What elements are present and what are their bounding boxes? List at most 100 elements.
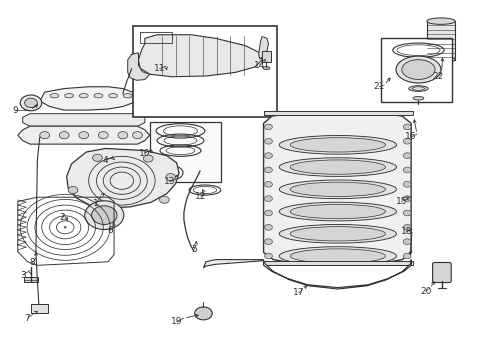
- Circle shape: [195, 307, 212, 320]
- Text: 9: 9: [12, 105, 18, 114]
- Ellipse shape: [279, 135, 396, 154]
- Polygon shape: [203, 260, 411, 289]
- Ellipse shape: [409, 86, 428, 91]
- Text: 10: 10: [139, 149, 150, 158]
- Text: 18: 18: [400, 228, 412, 237]
- Text: 22: 22: [432, 72, 443, 81]
- Ellipse shape: [279, 158, 396, 176]
- Circle shape: [265, 124, 272, 130]
- Text: 16: 16: [405, 132, 417, 141]
- Polygon shape: [264, 113, 411, 263]
- Text: 20: 20: [420, 287, 432, 296]
- Ellipse shape: [290, 182, 386, 197]
- Ellipse shape: [402, 60, 435, 80]
- Circle shape: [59, 132, 69, 139]
- Polygon shape: [18, 126, 150, 144]
- Ellipse shape: [427, 57, 455, 63]
- Bar: [150, 122, 220, 182]
- Text: 13: 13: [164, 177, 175, 186]
- Circle shape: [265, 253, 272, 259]
- Polygon shape: [23, 114, 145, 126]
- Ellipse shape: [65, 94, 74, 98]
- Ellipse shape: [427, 18, 455, 24]
- Bar: [264, 111, 413, 116]
- Ellipse shape: [94, 94, 103, 98]
- Polygon shape: [128, 53, 150, 80]
- Bar: [31, 304, 48, 313]
- Bar: [140, 32, 172, 43]
- Bar: [262, 51, 271, 62]
- Text: 1: 1: [93, 199, 99, 208]
- Ellipse shape: [263, 67, 270, 69]
- Text: 14: 14: [254, 61, 266, 70]
- Text: 15: 15: [395, 197, 407, 206]
- Circle shape: [40, 132, 49, 139]
- Circle shape: [403, 196, 411, 202]
- Ellipse shape: [279, 247, 396, 265]
- Text: 4: 4: [103, 156, 109, 165]
- Circle shape: [265, 225, 272, 230]
- Text: 7: 7: [24, 314, 30, 323]
- Circle shape: [403, 138, 411, 144]
- Circle shape: [403, 239, 411, 244]
- Circle shape: [144, 155, 153, 162]
- Circle shape: [265, 210, 272, 216]
- Circle shape: [159, 196, 169, 203]
- Circle shape: [265, 167, 272, 173]
- Text: 12: 12: [196, 192, 207, 201]
- Circle shape: [133, 132, 143, 139]
- Polygon shape: [67, 148, 179, 208]
- Text: 17: 17: [293, 288, 304, 297]
- Circle shape: [403, 181, 411, 187]
- Circle shape: [92, 206, 117, 225]
- Circle shape: [79, 132, 89, 139]
- Ellipse shape: [290, 160, 386, 174]
- Circle shape: [98, 132, 108, 139]
- Circle shape: [403, 225, 411, 230]
- Circle shape: [93, 154, 102, 161]
- Bar: [264, 261, 413, 265]
- Text: 8: 8: [29, 258, 35, 267]
- Text: 2: 2: [59, 213, 65, 222]
- Circle shape: [403, 210, 411, 216]
- Polygon shape: [259, 37, 269, 59]
- Ellipse shape: [396, 56, 441, 83]
- FancyBboxPatch shape: [433, 262, 451, 283]
- Bar: [133, 26, 277, 117]
- Bar: [381, 38, 452, 102]
- Circle shape: [166, 174, 175, 181]
- Circle shape: [24, 98, 37, 108]
- Circle shape: [403, 167, 411, 173]
- Circle shape: [20, 95, 42, 111]
- Circle shape: [96, 201, 106, 208]
- Bar: [24, 277, 38, 282]
- Circle shape: [265, 153, 272, 158]
- Ellipse shape: [279, 225, 396, 243]
- Ellipse shape: [290, 138, 386, 152]
- Polygon shape: [40, 87, 138, 110]
- Ellipse shape: [79, 94, 88, 98]
- Circle shape: [403, 124, 411, 130]
- Ellipse shape: [290, 249, 386, 263]
- Circle shape: [265, 138, 272, 144]
- Ellipse shape: [413, 87, 424, 90]
- Circle shape: [265, 196, 272, 202]
- Text: 3: 3: [20, 270, 25, 279]
- Ellipse shape: [279, 180, 396, 199]
- Ellipse shape: [50, 94, 59, 98]
- Bar: [427, 21, 455, 60]
- Ellipse shape: [123, 94, 132, 98]
- Circle shape: [265, 181, 272, 187]
- Text: 21: 21: [374, 82, 385, 91]
- Ellipse shape: [279, 202, 396, 221]
- Ellipse shape: [290, 226, 386, 241]
- Circle shape: [85, 201, 124, 229]
- Text: 19: 19: [171, 317, 182, 326]
- Text: 11: 11: [154, 64, 165, 73]
- Ellipse shape: [290, 204, 386, 219]
- Circle shape: [403, 253, 411, 259]
- Polygon shape: [139, 35, 262, 77]
- Text: 6: 6: [108, 226, 114, 235]
- Text: 5: 5: [191, 246, 196, 255]
- Ellipse shape: [109, 94, 118, 98]
